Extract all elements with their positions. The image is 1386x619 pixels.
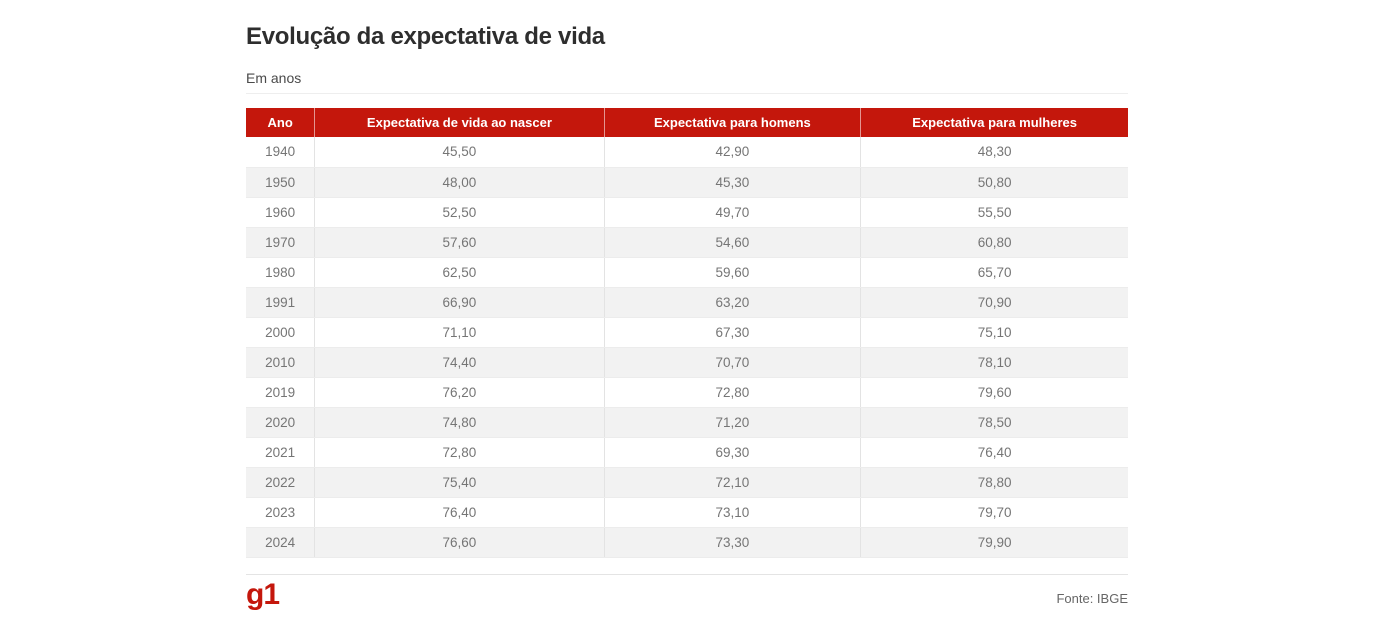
value-cell: 79,60 [860, 377, 1128, 408]
value-cell: 57,60 [314, 227, 605, 258]
year-cell: 1970 [246, 227, 315, 258]
table-row: 1980 62,50 59,60 65,70 [246, 257, 1128, 288]
value-cell: 76,40 [860, 437, 1128, 468]
table-row: 2021 72,80 69,30 76,40 [246, 437, 1128, 468]
table-header-cell: Expectativa para mulheres [860, 108, 1128, 137]
year-cell: 2022 [246, 467, 315, 498]
value-cell: 78,80 [860, 467, 1128, 498]
value-cell: 73,10 [603, 497, 861, 528]
value-cell: 62,50 [314, 257, 605, 288]
value-cell: 69,30 [603, 437, 861, 468]
value-cell: 76,60 [314, 527, 605, 558]
value-cell: 54,60 [603, 227, 861, 258]
value-cell: 45,30 [603, 167, 861, 198]
value-cell: 75,40 [314, 467, 605, 498]
table-header-cell: Expectativa para homens [603, 108, 861, 137]
source-label: Fonte: IBGE [1056, 591, 1128, 606]
table-header-cell: Expectativa de vida ao nascer [314, 108, 605, 137]
year-cell: 1991 [246, 287, 315, 318]
value-cell: 78,10 [860, 347, 1128, 378]
value-cell: 55,50 [860, 197, 1128, 228]
year-cell: 2020 [246, 407, 315, 438]
value-cell: 67,30 [603, 317, 861, 348]
table-body: 1940 45,50 42,90 48,30 1950 48,00 45,30 50,80 19… [246, 137, 1128, 558]
value-cell: 48,00 [314, 167, 605, 198]
value-cell: 48,30 [860, 137, 1128, 168]
value-cell: 66,90 [314, 287, 605, 318]
table-header-row: Ano Expectativa de vida ao nascer Expectat… [246, 108, 1128, 137]
year-cell: 2021 [246, 437, 315, 468]
table-row: 1950 48,00 45,30 50,80 [246, 167, 1128, 198]
value-cell: 74,40 [314, 347, 605, 378]
value-cell: 76,20 [314, 377, 605, 408]
table-header-cell: Ano [246, 108, 315, 137]
table-row: 2024 76,60 73,30 79,90 [246, 527, 1128, 558]
year-cell: 1980 [246, 257, 315, 288]
value-cell: 59,60 [603, 257, 861, 288]
year-cell: 1940 [246, 137, 315, 168]
year-cell: 2024 [246, 527, 315, 558]
year-cell: 1950 [246, 167, 315, 198]
year-cell: 2000 [246, 317, 315, 348]
table-row: 2000 71,10 67,30 75,10 [246, 317, 1128, 348]
table-row: 1940 45,50 42,90 48,30 [246, 137, 1128, 168]
value-cell: 52,50 [314, 197, 605, 228]
table-row: 2019 76,20 72,80 79,60 [246, 377, 1128, 408]
value-cell: 50,80 [860, 167, 1128, 198]
value-cell: 78,50 [860, 407, 1128, 438]
value-cell: 73,30 [603, 527, 861, 558]
value-cell: 72,80 [314, 437, 605, 468]
table-row: 2022 75,40 72,10 78,80 [246, 467, 1128, 498]
value-cell: 71,10 [314, 317, 605, 348]
year-cell: 2010 [246, 347, 315, 378]
value-cell: 79,70 [860, 497, 1128, 528]
life-expectancy-table: Ano Expectativa de vida ao nascer Expectat… [246, 108, 1128, 558]
value-cell: 72,10 [603, 467, 861, 498]
g1-logo: g1 [246, 577, 280, 611]
value-cell: 63,20 [603, 287, 861, 318]
page-subtitle: Em anos [246, 70, 1128, 94]
value-cell: 49,70 [603, 197, 861, 228]
table-row: 2010 74,40 70,70 78,10 [246, 347, 1128, 378]
table-row: 2020 74,80 71,20 78,50 [246, 407, 1128, 438]
year-cell: 1960 [246, 197, 315, 228]
table-row: 1960 52,50 49,70 55,50 [246, 197, 1128, 228]
table-row: 2023 76,40 73,10 79,70 [246, 497, 1128, 528]
year-cell: 2023 [246, 497, 315, 528]
value-cell: 72,80 [603, 377, 861, 408]
value-cell: 60,80 [860, 227, 1128, 258]
value-cell: 71,20 [603, 407, 861, 438]
value-cell: 70,70 [603, 347, 861, 378]
value-cell: 75,10 [860, 317, 1128, 348]
value-cell: 74,80 [314, 407, 605, 438]
value-cell: 65,70 [860, 257, 1128, 288]
value-cell: 70,90 [860, 287, 1128, 318]
value-cell: 45,50 [314, 137, 605, 168]
year-cell: 2019 [246, 377, 315, 408]
value-cell: 42,90 [603, 137, 861, 168]
table-row: 1970 57,60 54,60 60,80 [246, 227, 1128, 258]
value-cell: 76,40 [314, 497, 605, 528]
table-row: 1991 66,90 63,20 70,90 [246, 287, 1128, 318]
value-cell: 79,90 [860, 527, 1128, 558]
page-title: Evolução da expectativa de vida [246, 23, 605, 50]
footer: g1 Fonte: IBGE [246, 573, 1128, 611]
infographic-container: Evolução da expectativa de vida Em anos … [246, 0, 1128, 610]
